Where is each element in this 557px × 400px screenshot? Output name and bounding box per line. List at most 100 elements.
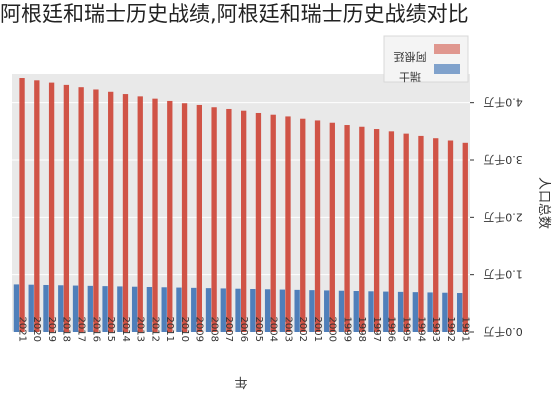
y-tick-label: 1.0千万 bbox=[483, 268, 523, 281]
x-axis-label: 年 bbox=[234, 374, 247, 389]
bar-switzerland bbox=[13, 284, 20, 332]
bar-argentina bbox=[108, 91, 114, 332]
x-tick-label: 2013 bbox=[135, 317, 146, 342]
x-tick-label: 2004 bbox=[268, 317, 279, 342]
bar-switzerland bbox=[427, 292, 433, 332]
bar-argentina bbox=[388, 131, 395, 332]
legend-swatch-switzerland bbox=[434, 64, 460, 74]
x-tick-label: 2019 bbox=[46, 317, 57, 342]
bar-argentina bbox=[433, 138, 439, 332]
bar-argentina bbox=[314, 120, 321, 332]
x-tick-label: 2018 bbox=[61, 317, 72, 342]
legend-label-switzerland: 瑞士 bbox=[399, 70, 421, 84]
legend-swatch-argentina bbox=[434, 44, 460, 54]
bar-switzerland bbox=[324, 290, 330, 332]
x-tick-label: 2015 bbox=[105, 317, 116, 342]
bar-argentina bbox=[19, 78, 25, 332]
bar-argentina bbox=[373, 129, 380, 332]
x-tick-label: 1998 bbox=[356, 317, 367, 342]
bar-argentina bbox=[447, 140, 454, 332]
bar-switzerland bbox=[117, 286, 123, 332]
y-axis-label: 人口总数 bbox=[536, 177, 551, 229]
x-tick-label: 2011 bbox=[164, 317, 175, 342]
x-tick-label: 2010 bbox=[179, 317, 190, 342]
bar-argentina bbox=[63, 84, 70, 332]
bar-argentina bbox=[196, 104, 202, 333]
bar-argentina bbox=[78, 87, 84, 332]
y-tick-label: 3.0千万 bbox=[483, 153, 523, 166]
bar-switzerland bbox=[131, 286, 138, 332]
x-tick-label: 1997 bbox=[371, 317, 382, 342]
bar-switzerland bbox=[205, 288, 212, 332]
bar-switzerland bbox=[220, 288, 226, 332]
bar-argentina bbox=[167, 100, 173, 333]
bar-argentina bbox=[93, 89, 99, 332]
chart-title-text: 阿根廷和瑞士历史战绩,阿根廷和瑞士历史战绩对比 bbox=[0, 2, 469, 26]
x-tick-label: 2003 bbox=[282, 317, 293, 342]
y-tick-label: 0.0千万 bbox=[483, 325, 523, 338]
bar-argentina bbox=[226, 108, 232, 333]
chart-title: 阿根廷和瑞士历史战绩,阿根廷和瑞士历史战绩对比 bbox=[0, 0, 557, 28]
bar-argentina bbox=[462, 142, 468, 332]
bar-switzerland bbox=[353, 291, 359, 332]
y-tick-label: 4.0千万 bbox=[483, 96, 523, 109]
bar-argentina bbox=[329, 122, 335, 332]
bar-argentina bbox=[48, 82, 55, 332]
bar-argentina bbox=[211, 107, 217, 333]
x-tick-label: 2014 bbox=[120, 317, 131, 342]
bar-switzerland bbox=[397, 291, 404, 332]
bar-argentina bbox=[270, 114, 276, 332]
x-tick-label: 2020 bbox=[31, 317, 42, 342]
bar-switzerland bbox=[235, 288, 241, 332]
bar-switzerland bbox=[294, 289, 300, 332]
bar-argentina bbox=[181, 103, 188, 333]
bar-argentina bbox=[241, 110, 247, 333]
x-tick-label: 2008 bbox=[208, 317, 219, 342]
x-tick-label: 1999 bbox=[341, 317, 352, 342]
bar-argentina bbox=[34, 80, 40, 332]
x-tick-label: 2007 bbox=[223, 317, 234, 342]
bar-switzerland bbox=[43, 284, 49, 332]
bar-switzerland bbox=[191, 287, 197, 332]
x-tick-label: 2005 bbox=[253, 317, 264, 342]
legend-box bbox=[383, 35, 469, 83]
bar-argentina bbox=[359, 126, 365, 332]
bar-argentina bbox=[418, 135, 424, 332]
bar-switzerland bbox=[58, 285, 64, 332]
bar-switzerland bbox=[456, 293, 463, 332]
x-tick-label: 2009 bbox=[194, 317, 205, 342]
bar-switzerland bbox=[309, 290, 315, 332]
x-tick-label: 2021 bbox=[16, 317, 27, 342]
bar-switzerland bbox=[72, 285, 79, 332]
x-tick-label: 2000 bbox=[327, 317, 338, 342]
x-tick-label: 2017 bbox=[75, 317, 86, 342]
bar-switzerland bbox=[102, 286, 108, 332]
y-tick-label: 2.0千万 bbox=[483, 210, 523, 223]
bar-argentina bbox=[137, 96, 143, 332]
x-tick-label: 2006 bbox=[238, 317, 249, 342]
bar-argentina bbox=[152, 98, 158, 332]
x-tick-label: 2016 bbox=[90, 317, 101, 342]
x-tick-label: 1995 bbox=[401, 317, 412, 342]
bar-argentina bbox=[255, 112, 262, 332]
bar-argentina bbox=[122, 94, 129, 332]
bar-switzerland bbox=[176, 287, 182, 332]
bar-argentina bbox=[344, 125, 350, 332]
x-tick-label: 1991 bbox=[460, 317, 471, 342]
bar-switzerland bbox=[250, 289, 256, 332]
plot-area bbox=[12, 35, 474, 333]
bar-switzerland bbox=[279, 289, 286, 332]
bar-switzerland bbox=[161, 287, 167, 332]
bar-switzerland bbox=[146, 286, 153, 332]
x-tick-label: 1992 bbox=[445, 317, 456, 342]
bar-switzerland bbox=[28, 284, 34, 332]
x-tick-label: 1996 bbox=[386, 317, 397, 342]
bar-switzerland bbox=[264, 289, 271, 332]
bar-argentina bbox=[285, 116, 291, 332]
bar-switzerland bbox=[412, 292, 418, 332]
bar-switzerland bbox=[383, 291, 389, 332]
bar-argentina bbox=[403, 133, 409, 332]
bar-switzerland bbox=[87, 285, 93, 332]
bar-switzerland bbox=[442, 292, 448, 332]
